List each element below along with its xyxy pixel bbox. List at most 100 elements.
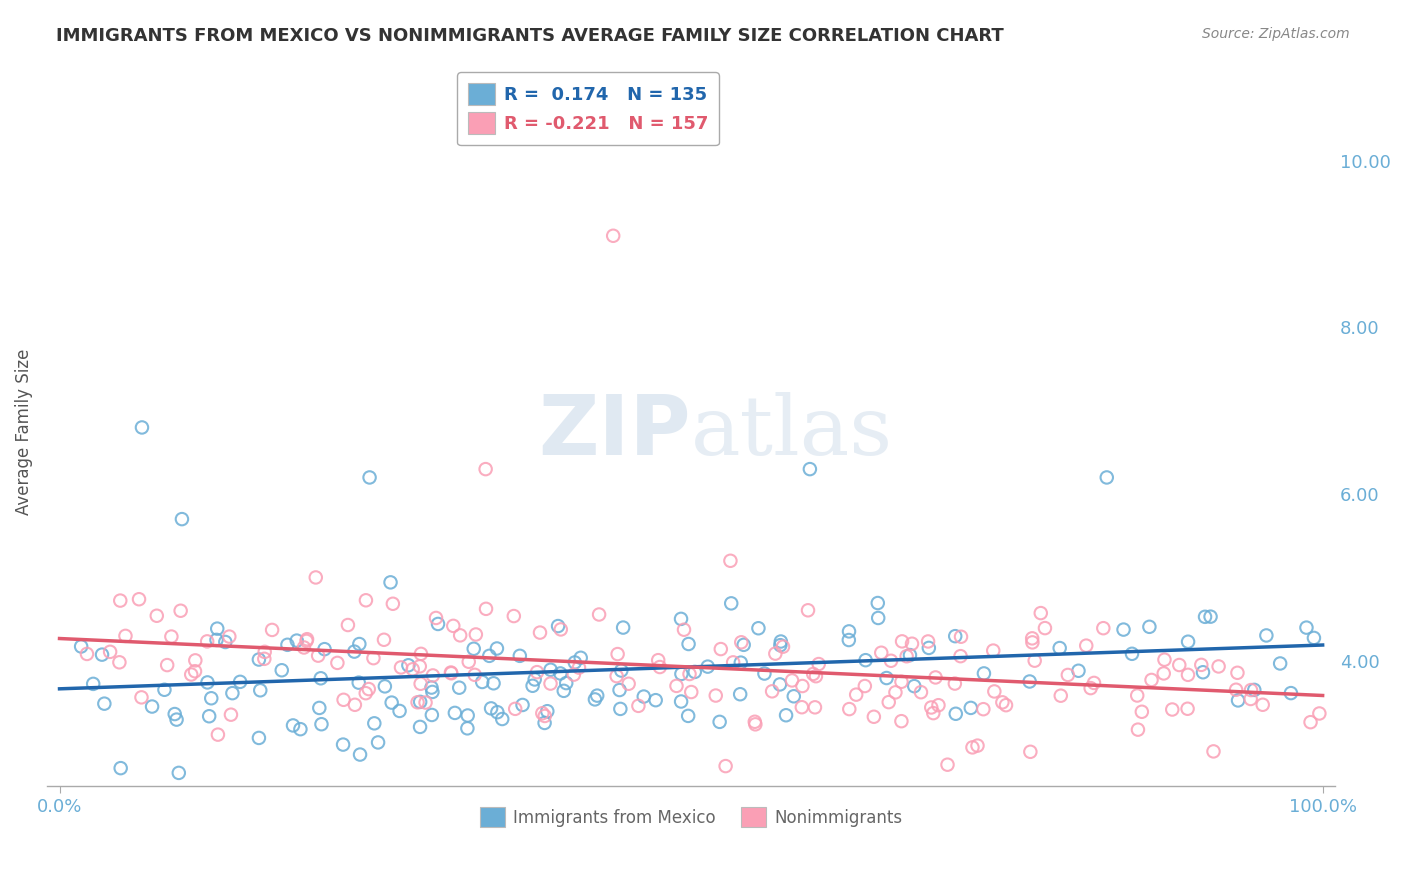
Point — [1153, 653, 1175, 667]
Point — [540, 676, 562, 690]
Point — [167, 765, 190, 780]
Point — [763, 647, 786, 661]
Point — [110, 761, 132, 775]
Point — [349, 747, 371, 762]
Point — [1194, 609, 1216, 624]
Point — [876, 671, 898, 685]
Point — [307, 648, 329, 663]
Point — [966, 739, 988, 753]
Point — [160, 630, 183, 644]
Point — [1112, 623, 1135, 637]
Point — [890, 674, 912, 689]
Point — [1177, 702, 1199, 716]
Point — [349, 637, 371, 651]
Point — [733, 638, 755, 652]
Point — [1021, 635, 1043, 649]
Point — [780, 673, 803, 688]
Point — [772, 640, 794, 654]
Point — [381, 696, 404, 710]
Point — [754, 666, 776, 681]
Point — [981, 643, 1004, 657]
Point — [901, 637, 924, 651]
Point — [910, 685, 932, 699]
Point — [1189, 657, 1212, 672]
Point — [449, 628, 471, 642]
Point — [464, 627, 486, 641]
Point — [526, 665, 548, 680]
Point — [406, 695, 429, 709]
Point — [721, 656, 744, 670]
Point — [305, 570, 328, 584]
Point — [509, 648, 531, 663]
Point — [1202, 744, 1225, 758]
Point — [108, 655, 131, 669]
Point — [522, 679, 544, 693]
Point — [586, 689, 609, 703]
Point — [440, 665, 463, 680]
Point — [380, 575, 402, 590]
Point — [1268, 657, 1291, 671]
Point — [409, 659, 432, 673]
Point — [441, 619, 464, 633]
Point — [671, 666, 693, 681]
Point — [1130, 705, 1153, 719]
Point — [354, 686, 377, 700]
Point — [180, 667, 202, 681]
Point — [70, 640, 93, 654]
Point — [973, 666, 995, 681]
Point — [1308, 706, 1330, 721]
Point — [669, 694, 692, 708]
Text: ZIP: ZIP — [538, 391, 692, 472]
Point — [396, 658, 419, 673]
Point — [714, 759, 737, 773]
Point — [141, 699, 163, 714]
Point — [91, 648, 114, 662]
Point — [609, 683, 631, 698]
Point — [804, 669, 827, 683]
Point — [801, 667, 824, 681]
Legend: Immigrants from Mexico, Nonimmigrants: Immigrants from Mexico, Nonimmigrants — [474, 800, 908, 834]
Point — [730, 656, 752, 670]
Point — [870, 646, 893, 660]
Text: IMMIGRANTS FROM MEXICO VS NONIMMIGRANTS AVERAGE FAMILY SIZE CORRELATION CHART: IMMIGRANTS FROM MEXICO VS NONIMMIGRANTS … — [56, 27, 1004, 45]
Point — [704, 689, 727, 703]
Point — [1177, 634, 1199, 648]
Point — [389, 660, 412, 674]
Point — [669, 612, 692, 626]
Point — [1080, 681, 1102, 695]
Point — [221, 686, 243, 700]
Point — [562, 667, 585, 681]
Point — [486, 705, 509, 719]
Point — [555, 676, 578, 690]
Point — [627, 698, 650, 713]
Point — [924, 670, 946, 684]
Point — [730, 635, 752, 649]
Point — [295, 632, 318, 647]
Point — [949, 649, 972, 664]
Point — [1140, 673, 1163, 687]
Point — [1227, 693, 1250, 707]
Point — [1295, 621, 1317, 635]
Point — [456, 722, 478, 736]
Point — [197, 675, 219, 690]
Point — [449, 681, 471, 695]
Point — [868, 611, 890, 625]
Point — [720, 554, 742, 568]
Point — [1256, 628, 1278, 642]
Point — [804, 700, 827, 714]
Point — [783, 690, 806, 704]
Point — [1029, 606, 1052, 620]
Point — [1021, 632, 1043, 646]
Point — [314, 642, 336, 657]
Point — [880, 654, 903, 668]
Point — [253, 652, 276, 666]
Point — [761, 684, 783, 698]
Point — [354, 593, 377, 607]
Point — [1299, 715, 1322, 730]
Point — [696, 659, 718, 673]
Point — [131, 420, 153, 434]
Text: atlas: atlas — [692, 392, 893, 472]
Point — [1092, 621, 1115, 635]
Point — [292, 640, 315, 655]
Point — [425, 611, 447, 625]
